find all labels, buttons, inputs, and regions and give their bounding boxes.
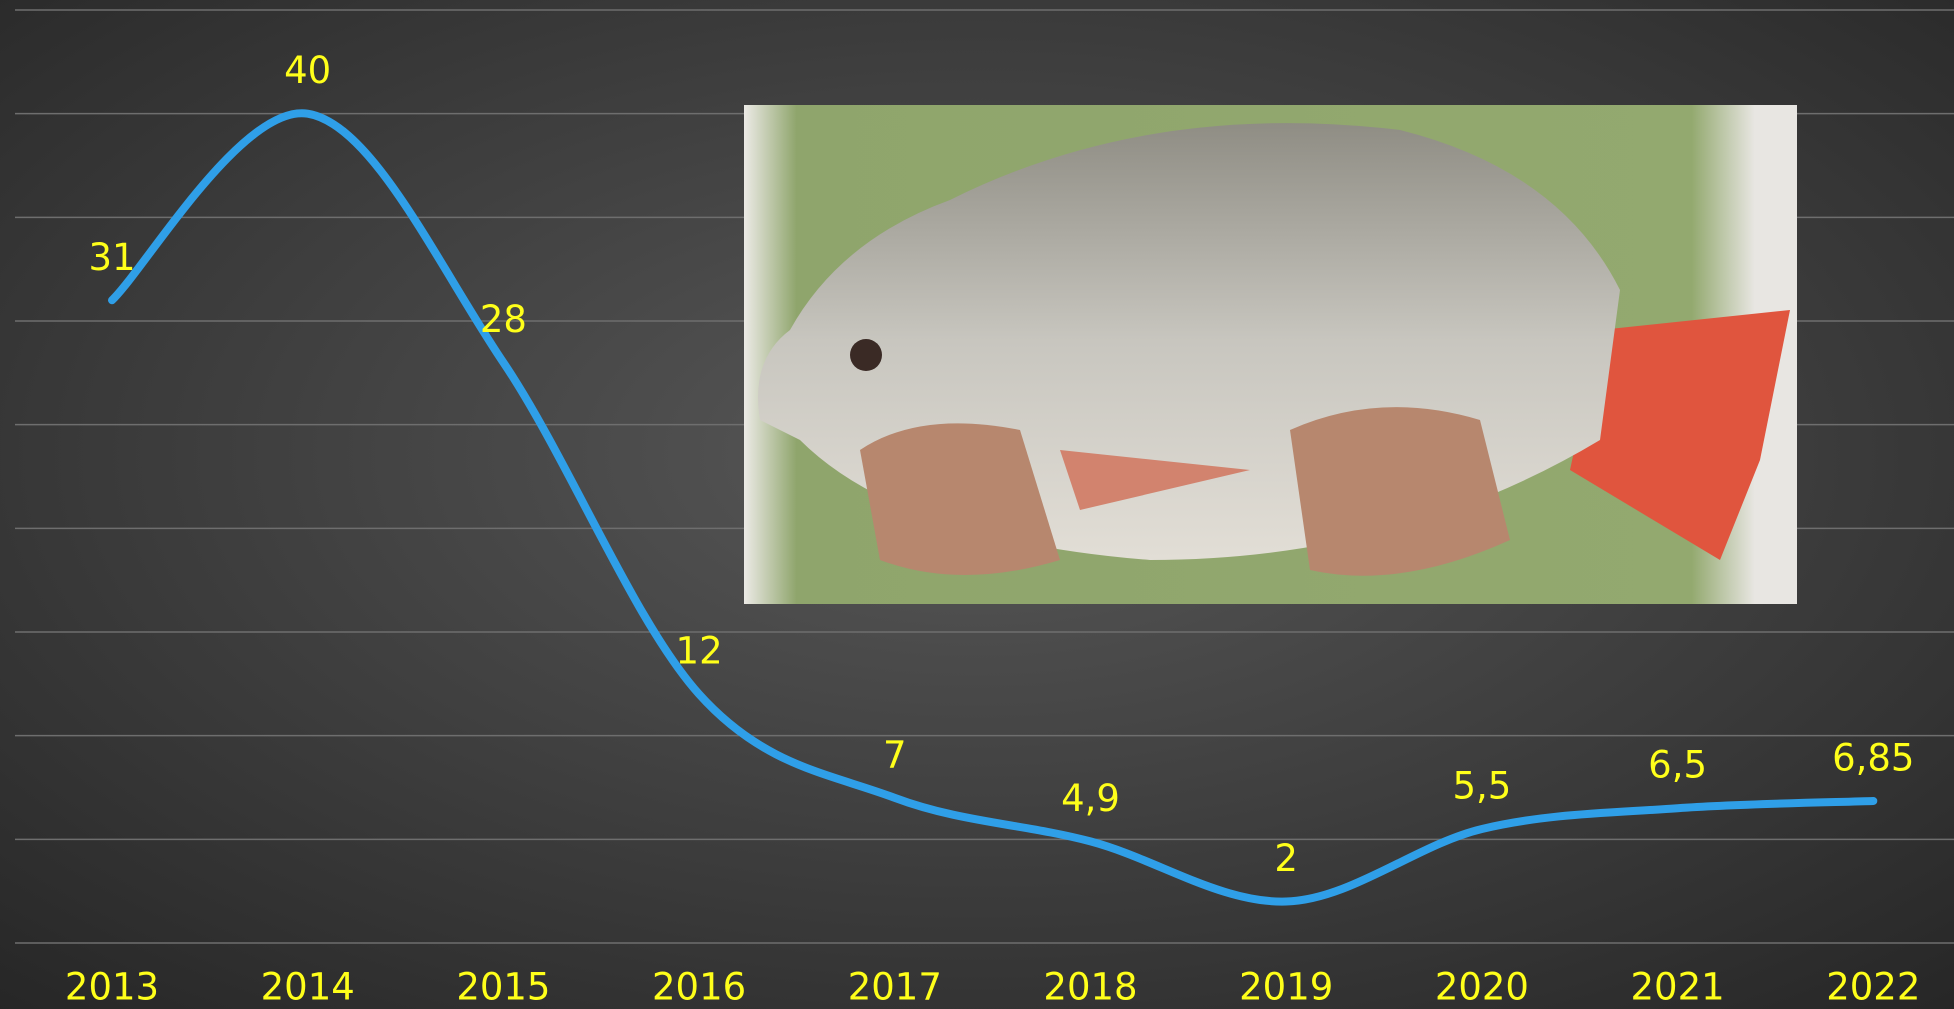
x-tick-label: 2016	[652, 966, 746, 1009]
hand-left	[860, 423, 1060, 575]
x-tick-label: 2020	[1435, 966, 1529, 1009]
data-label: 2	[1274, 837, 1298, 880]
data-label: 28	[480, 298, 527, 341]
data-label: 6,85	[1832, 736, 1914, 779]
line	[108, 109, 1878, 906]
x-tick-label: 2013	[65, 966, 159, 1009]
data-label: 7	[883, 733, 907, 776]
fish-fin	[1060, 450, 1250, 510]
data-label: 4,9	[1061, 777, 1120, 820]
data-label: 40	[284, 49, 331, 92]
x-tick-label: 2019	[1239, 966, 1333, 1009]
data-label: 31	[88, 236, 135, 279]
x-tick-label: 2017	[848, 966, 942, 1009]
fish-eye	[850, 339, 882, 371]
x-tick-label: 2014	[261, 966, 355, 1009]
x-tick-label: 2015	[456, 966, 550, 1009]
data-label: 6,5	[1648, 744, 1707, 787]
x-tick-label: 2021	[1631, 966, 1725, 1009]
x-tick-label: 2018	[1043, 966, 1137, 1009]
x-tick-label: 2022	[1826, 966, 1920, 1009]
hand-right	[1290, 407, 1510, 576]
photo	[744, 105, 1797, 604]
fish-tail	[1570, 310, 1790, 560]
plot: 2013 31 2014 40 2015 28 2016 12 2017 7 2018 4,9 2019…	[65, 49, 1920, 1008]
data-label: 5,5	[1452, 764, 1511, 807]
data-label: 12	[676, 630, 723, 673]
